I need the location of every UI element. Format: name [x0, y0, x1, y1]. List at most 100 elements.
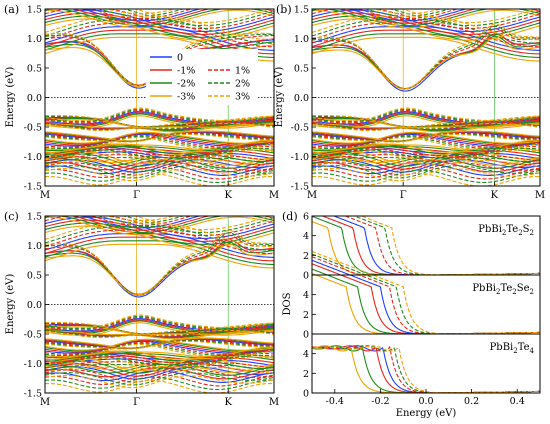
band-line	[323, 9, 540, 27]
ytick-label: 2	[303, 251, 309, 262]
ytick-label: 4	[303, 349, 309, 360]
band-line	[45, 316, 274, 331]
band-series-3%	[312, 9, 540, 186]
band-line	[312, 109, 540, 124]
ytick-label: 0.0	[27, 93, 42, 104]
band-line	[312, 122, 540, 132]
band-line	[45, 326, 274, 336]
band-line	[45, 330, 274, 340]
ytick-label: 0	[303, 271, 309, 282]
legend-label: 3%	[235, 92, 250, 103]
band-line	[45, 149, 274, 161]
band-line	[88, 216, 194, 226]
band-line	[133, 9, 273, 24]
band-line	[312, 9, 540, 27]
band-line	[45, 109, 274, 124]
legend-label: 0	[177, 53, 183, 64]
ytick-label: 1.0	[294, 34, 309, 45]
ytick-label: 2	[303, 369, 309, 380]
band-series-3%	[45, 9, 274, 186]
dos-line-0	[312, 259, 540, 335]
band-line	[312, 145, 540, 157]
xtick-label: M	[269, 397, 279, 408]
band-line	[45, 156, 274, 165]
band-line	[45, 356, 274, 368]
band-line	[45, 122, 274, 132]
ytick-label: -1.0	[24, 152, 42, 163]
band-line	[45, 229, 274, 296]
band-line	[45, 9, 274, 32]
ytick-label: -0.5	[24, 330, 42, 341]
band-line	[45, 226, 274, 251]
ytick-label: 0.0	[294, 93, 309, 104]
band-line	[355, 9, 460, 19]
band-line	[45, 166, 274, 180]
ytick-label: 0.5	[27, 64, 42, 75]
band-line	[45, 354, 274, 366]
dos-subplot-label: PbBi2Te2Se2	[472, 283, 534, 296]
ylabel-d: DOS	[282, 292, 293, 315]
band-line	[312, 162, 540, 176]
band-line	[312, 9, 540, 32]
band-line	[312, 9, 540, 29]
ytick-label: 1.0	[27, 241, 42, 252]
band-line	[45, 19, 274, 44]
dos-subplot-2	[312, 345, 540, 393]
dos-subplot-label: PbBi2Te4	[490, 342, 535, 355]
band-line	[45, 216, 274, 234]
xtick-label: 0.4	[510, 396, 525, 407]
band-line	[312, 153, 540, 167]
xtick-label: -0.4	[326, 396, 344, 407]
band-line	[312, 156, 540, 170]
bands-b	[312, 9, 540, 186]
band-line	[399, 9, 539, 24]
band-line	[45, 329, 274, 339]
band-line	[312, 123, 540, 133]
panel-label-a: (a)	[4, 3, 19, 16]
panel-a: (a) Energy (eV) 1.5 1.0 0.5 0.0 -0.5 -1.0 -1.5…	[4, 3, 279, 201]
dos-line--2%	[312, 268, 540, 335]
dos-line-3%	[359, 216, 540, 276]
band-line	[312, 172, 540, 186]
band-line	[45, 225, 274, 248]
band-line	[312, 18, 540, 41]
ylabel-c: Energy (eV)	[5, 274, 16, 335]
xtick-label: M	[307, 190, 317, 201]
band-line	[133, 216, 273, 231]
band-line	[105, 216, 177, 222]
legend-label: -2%	[177, 79, 195, 90]
ytick-label: -1.0	[291, 152, 309, 163]
band-line	[88, 9, 194, 19]
band-line	[45, 379, 274, 393]
xtick-label: -0.2	[371, 396, 389, 407]
band-line	[45, 156, 274, 170]
band-line	[363, 9, 452, 17]
band-line	[45, 363, 274, 372]
band-line	[312, 12, 540, 35]
band-line	[45, 339, 274, 353]
band-line	[45, 372, 274, 386]
band-line	[96, 9, 185, 17]
band-line	[45, 342, 274, 357]
band-line	[312, 131, 540, 144]
band-line	[45, 338, 274, 351]
band-line	[312, 9, 540, 30]
band-line	[45, 369, 274, 383]
band-line	[45, 162, 274, 176]
band-line	[312, 108, 540, 123]
band-line	[45, 35, 274, 86]
ylabel-a: Energy (eV)	[5, 67, 16, 128]
band-series-2%	[312, 9, 540, 184]
ytick-label: 0.5	[27, 271, 42, 282]
ytick-label: 0.0	[27, 300, 42, 311]
band-line	[312, 165, 540, 179]
band-line	[45, 315, 274, 330]
band-line	[312, 159, 540, 167]
band-line	[45, 133, 274, 143]
dos-line-2%	[312, 253, 540, 335]
band-line	[45, 340, 274, 350]
band-line	[45, 9, 274, 27]
xtick-label: M	[535, 190, 545, 201]
band-line	[312, 135, 540, 150]
ytick-label: -0.5	[291, 123, 309, 134]
